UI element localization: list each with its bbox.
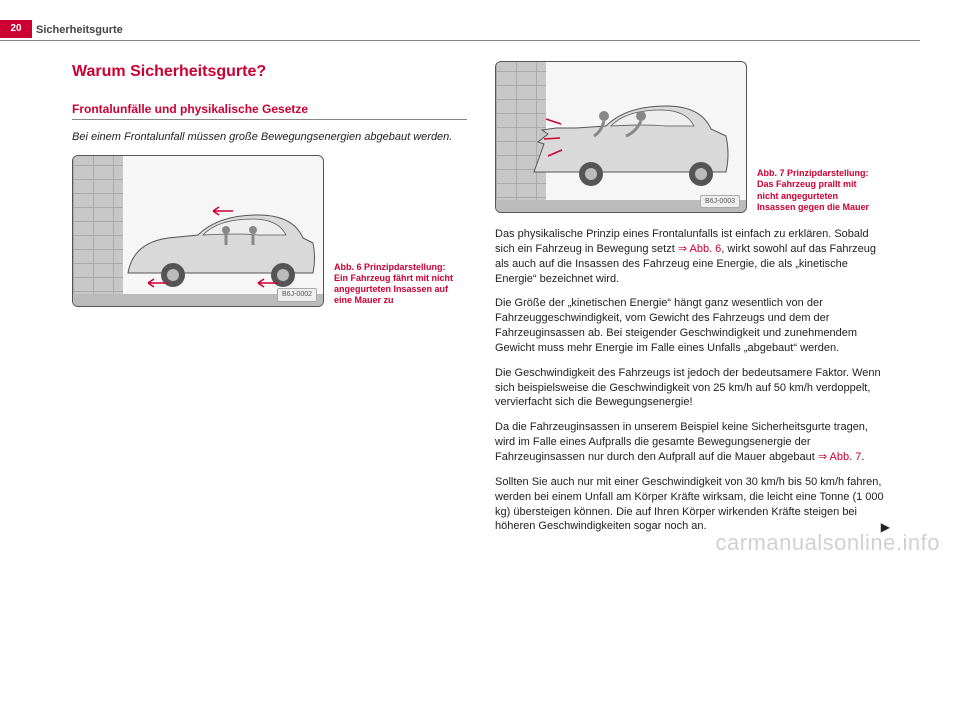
two-column-layout: Warum Sicherheitsgurte? Frontalunfälle u… (72, 61, 920, 544)
abb7-reference: ⇒ Abb. 7 (818, 451, 861, 463)
header-rule (0, 40, 920, 41)
body-paragraph-2: Die Größe der „kinetischen Energie“ häng… (495, 296, 890, 355)
section-title: Warum Sicherheitsgurte? (72, 61, 467, 83)
figure-6-code: B6J-0002 (277, 288, 317, 301)
figure-7: B6J-0003 (495, 61, 747, 213)
car-crash-illustration-icon (526, 94, 741, 204)
p5-text: Sollten Sie auch nur mit einer Geschwind… (495, 476, 884, 533)
subheading-rule (72, 119, 467, 120)
watermark-text: carmanualsonline.info (715, 530, 940, 556)
car-illustration-icon (118, 203, 318, 298)
body-paragraph-5: Sollten Sie auch nur mit einer Geschwind… (495, 475, 890, 534)
wall-graphic (73, 156, 123, 306)
intro-paragraph: Bei einem Frontalunfall müssen große Bew… (72, 130, 467, 145)
body-paragraph-1: Das physikalische Prinzip eines Frontalu… (495, 227, 890, 286)
figure-7-code: B6J-0003 (700, 195, 740, 208)
p4-part-a: Da die Fahrzeuginsassen in unserem Beisp… (495, 421, 868, 463)
abb6-reference: ⇒ Abb. 6 (678, 243, 721, 255)
right-column: B6J-0003 Abb. 7 Prinzipdarstellung: Das … (495, 61, 890, 544)
page-number-tab: 20 (0, 20, 32, 38)
left-column: Warum Sicherheitsgurte? Frontalunfälle u… (72, 61, 467, 544)
body-paragraph-3: Die Geschwindigkeit des Fahrzeugs ist je… (495, 366, 890, 411)
figure-6-caption: Abb. 6 Prinzipdarstellung: Ein Fahrzeug … (334, 262, 454, 307)
subheading: Frontalunfälle und physikalische Gesetze (72, 101, 467, 117)
figure-7-caption: Abb. 7 Prinzipdarstellung: Das Fahrzeug … (757, 168, 877, 213)
document-page: 20 Sicherheitsgurte Warum Sicherheitsgur… (0, 0, 960, 568)
body-paragraph-4: Da die Fahrzeuginsassen in unserem Beisp… (495, 420, 890, 465)
figure-6: B6J-0002 (72, 155, 324, 307)
figure-7-row: B6J-0003 Abb. 7 Prinzipdarstellung: Das … (495, 61, 890, 213)
figure-6-row: B6J-0002 Abb. 6 Prinzipdarstellung: Ein … (72, 155, 467, 307)
running-header: Sicherheitsgurte (36, 24, 920, 36)
p4-part-b: . (861, 451, 864, 463)
